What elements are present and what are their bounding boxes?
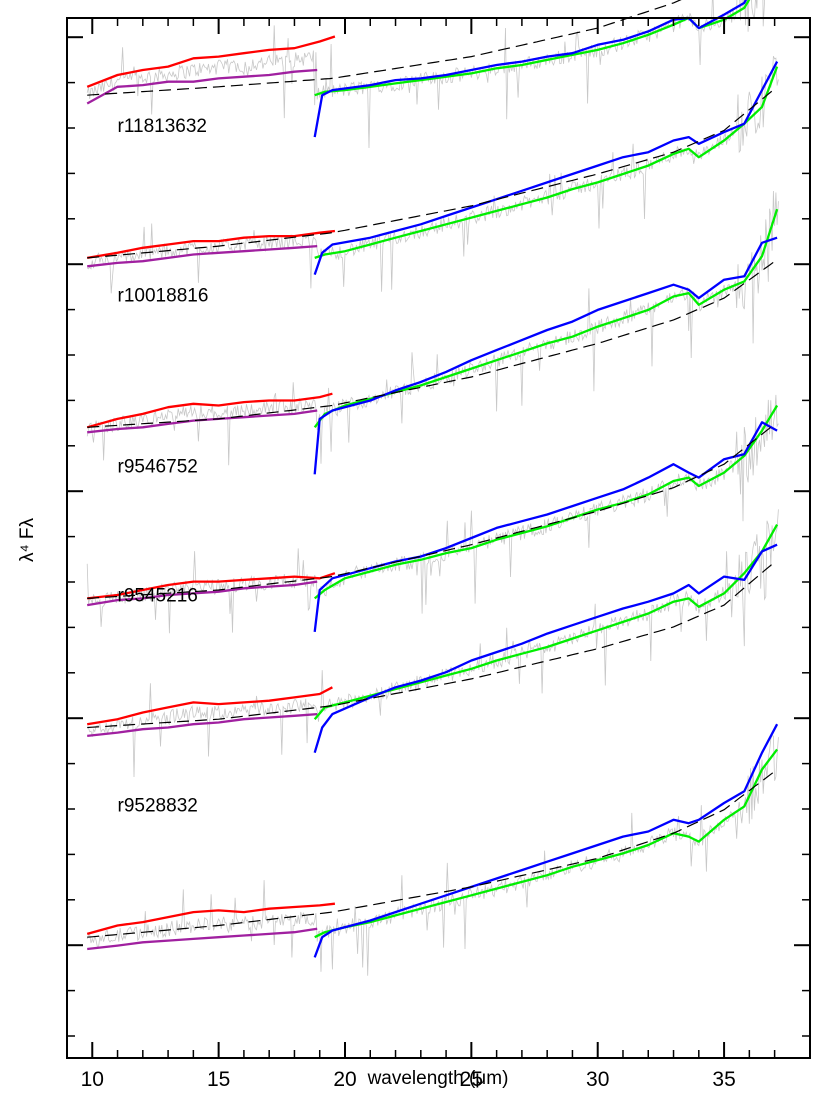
raw-spectrum-r9545216 — [87, 509, 779, 778]
ll1-segment-r11813632 — [314, 66, 779, 259]
sl1-segment-r12121088 — [86, 68, 318, 105]
sl2-segment-r9545216 — [87, 686, 333, 726]
ll2-segment-r12121088 — [313, 0, 748, 138]
plot-frame — [66, 17, 811, 1059]
raw-spectrum-r10018816 — [86, 190, 779, 466]
model-curve-r11813632 — [87, 88, 775, 259]
x-tick-label: 30 — [586, 1068, 609, 1091]
raw-spectra-layer — [86, 0, 779, 976]
raw-spectrum-r11813632 — [86, 55, 779, 294]
spectrum-label: r11813632 — [118, 116, 207, 137]
sl2-segment-r11813632 — [87, 229, 336, 260]
spectrum-label: r10018816 — [118, 285, 209, 306]
sl2-segment-r12121088 — [86, 35, 336, 88]
fitted-spectra-layer — [86, 0, 779, 958]
model-curve-r10018816 — [87, 260, 775, 428]
x-tick-label: 15 — [207, 1068, 230, 1091]
x-axis-title: wavelength (μm) — [367, 1068, 509, 1089]
model-curve-r9546752 — [87, 423, 775, 599]
x-tick-label: 20 — [333, 1068, 356, 1091]
model-curve-r9528832 — [87, 770, 775, 938]
sl2-segment-r9546752 — [87, 572, 336, 600]
sl1-segment-r9545216 — [87, 712, 318, 738]
model-curve-r12121088 — [87, 0, 682, 96]
spectrum-labels-layer: r12121088r11813632r10018816r9546752r9545… — [118, 116, 209, 816]
ll1-segment-r9545216 — [313, 524, 779, 720]
spectrum-label: r9545216 — [118, 586, 198, 607]
ll2-segment-r10018816 — [313, 236, 778, 475]
x-tick-label: 35 — [712, 1068, 735, 1091]
x-tick-label: 25 — [460, 1068, 483, 1091]
sl2-segment-r9528832 — [86, 902, 336, 936]
model-curve-r9545216 — [87, 561, 775, 729]
ll2-segment-r9545216 — [313, 543, 778, 754]
sl2-segment-r10018816 — [86, 392, 333, 429]
y-axis-title: λ⁴ Fλ — [17, 517, 38, 562]
sl1-segment-r11813632 — [87, 244, 318, 268]
spectrum-label: r9546752 — [118, 457, 198, 478]
ll1-segment-r12121088 — [314, 0, 751, 97]
ll2-segment-r9528832 — [313, 723, 779, 958]
x-tick-label: 10 — [81, 1068, 104, 1091]
sl1-segment-r9546752 — [87, 580, 318, 607]
ll1-segment-r9546752 — [313, 404, 779, 600]
ll2-segment-r11813632 — [313, 61, 779, 275]
spectrum-label: r9528832 — [118, 795, 198, 816]
axis-ticks-layer: 10 15 20 25 30 35 — [67, 18, 810, 1091]
ll1-segment-r9528832 — [314, 748, 779, 939]
sl1-segment-r9528832 — [87, 927, 318, 951]
